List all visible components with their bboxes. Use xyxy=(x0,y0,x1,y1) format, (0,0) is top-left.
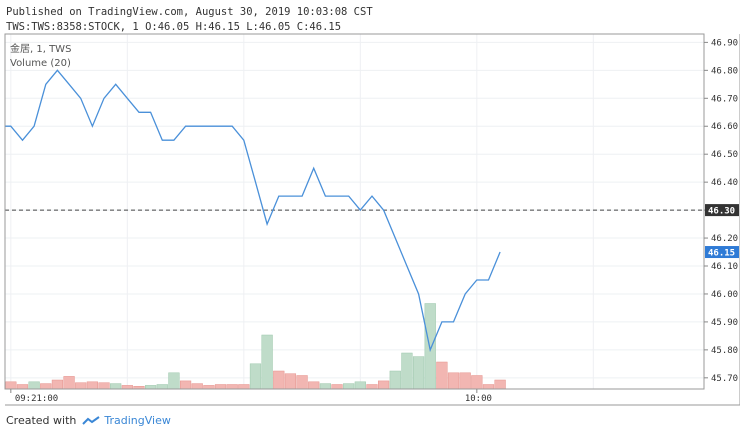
y-tick-label: 46.40 xyxy=(711,178,738,188)
volume-bar xyxy=(145,385,157,390)
volume-bar xyxy=(63,376,75,390)
volume-bar xyxy=(203,385,215,390)
created-with-label: Created with xyxy=(6,414,77,427)
volume-bar xyxy=(482,384,495,390)
price-line xyxy=(5,69,501,353)
volume-bar xyxy=(238,384,250,390)
time-axis: 09:21:00 10:00 xyxy=(10,389,492,404)
volume-bar xyxy=(191,383,203,390)
volume-bar xyxy=(179,380,192,390)
volume-bar xyxy=(261,334,273,390)
volume-bar xyxy=(308,381,320,390)
volume-bar xyxy=(459,372,471,390)
volume-bar xyxy=(424,303,436,390)
volume-bar xyxy=(296,375,308,390)
reference-price-tag xyxy=(705,204,739,217)
volume-bar xyxy=(331,384,343,390)
legend-volume: Volume (20) xyxy=(10,58,71,69)
y-tick-label: 46.50 xyxy=(711,150,738,160)
footer-credit: Created with TradingView xyxy=(6,414,171,427)
legend-symbol: 金居, 1, TWS xyxy=(10,42,71,55)
volume-bar xyxy=(98,382,110,390)
tradingview-brand[interactable]: TradingView xyxy=(104,414,171,427)
volume-bar xyxy=(447,372,460,390)
y-tick-label: 45.90 xyxy=(711,318,738,328)
plot-border xyxy=(4,33,705,390)
volume-bar xyxy=(284,373,297,390)
volume-bar xyxy=(366,384,378,390)
volume-bar xyxy=(121,385,133,390)
volume-bar xyxy=(436,361,448,390)
volume-bar xyxy=(471,375,483,390)
chart-legend: 金居, 1, TWS Volume (20) xyxy=(10,42,71,69)
volume-bar xyxy=(494,379,506,390)
volume-bar xyxy=(75,382,87,390)
x-tick-label: 09:21:00 xyxy=(15,394,58,404)
volume-bar xyxy=(28,381,40,390)
volume-bar xyxy=(249,363,262,390)
y-tick-label: 46.20 xyxy=(711,234,738,244)
y-tick-label: 46.70 xyxy=(711,94,738,104)
y-tick-label: 46.60 xyxy=(711,122,738,132)
y-tick-label: 46.10 xyxy=(711,262,738,272)
volume-bar xyxy=(354,381,366,390)
chart-grid xyxy=(5,34,704,389)
ohlc-readout: TWS:TWS:8358:STOCK, 1 O:46.05 H:46.15 L:… xyxy=(6,21,342,33)
y-tick-label: 45.80 xyxy=(711,346,738,356)
volume-bar xyxy=(86,381,98,390)
price-chart[interactable]: 46.90 46.80 46.70 46.60 46.50 46.40 46.30 46.20… xyxy=(0,0,740,410)
volume-bar xyxy=(168,372,180,390)
last-price-tag xyxy=(705,246,739,259)
volume-bar xyxy=(156,384,168,390)
volume-bar xyxy=(226,384,238,390)
y-tick-label: 46.80 xyxy=(711,66,738,76)
last-price-label: 46.15 xyxy=(708,249,735,259)
reference-price-label: 46.30 xyxy=(708,207,735,217)
volume-bar xyxy=(401,352,413,390)
volume-bar xyxy=(40,383,52,390)
chart-frame xyxy=(4,33,740,406)
y-tick-label: 45.70 xyxy=(711,374,738,384)
volume-bar xyxy=(51,379,64,390)
price-axis: 46.90 46.80 46.70 46.60 46.50 46.40 46.30 46.20… xyxy=(704,38,739,384)
volume-bar xyxy=(110,383,122,390)
volume-bar xyxy=(273,370,285,390)
published-info: Published on TradingView.com, August 30,… xyxy=(6,6,373,18)
volume-bar xyxy=(319,383,331,390)
volume-bar xyxy=(378,380,390,390)
volume-bar xyxy=(412,356,425,390)
y-tick-label: 46.90 xyxy=(711,38,738,48)
x-tick-label: 10:00 xyxy=(465,394,492,404)
y-tick-label: 46.00 xyxy=(711,290,738,300)
volume-bars xyxy=(5,303,506,390)
volume-bar xyxy=(16,384,29,390)
volume-bar xyxy=(214,384,227,390)
volume-bar xyxy=(5,381,17,390)
price-line-group xyxy=(5,69,501,353)
tradingview-logo-icon xyxy=(82,415,100,426)
volume-bar xyxy=(343,383,355,390)
volume-bar xyxy=(389,370,401,390)
